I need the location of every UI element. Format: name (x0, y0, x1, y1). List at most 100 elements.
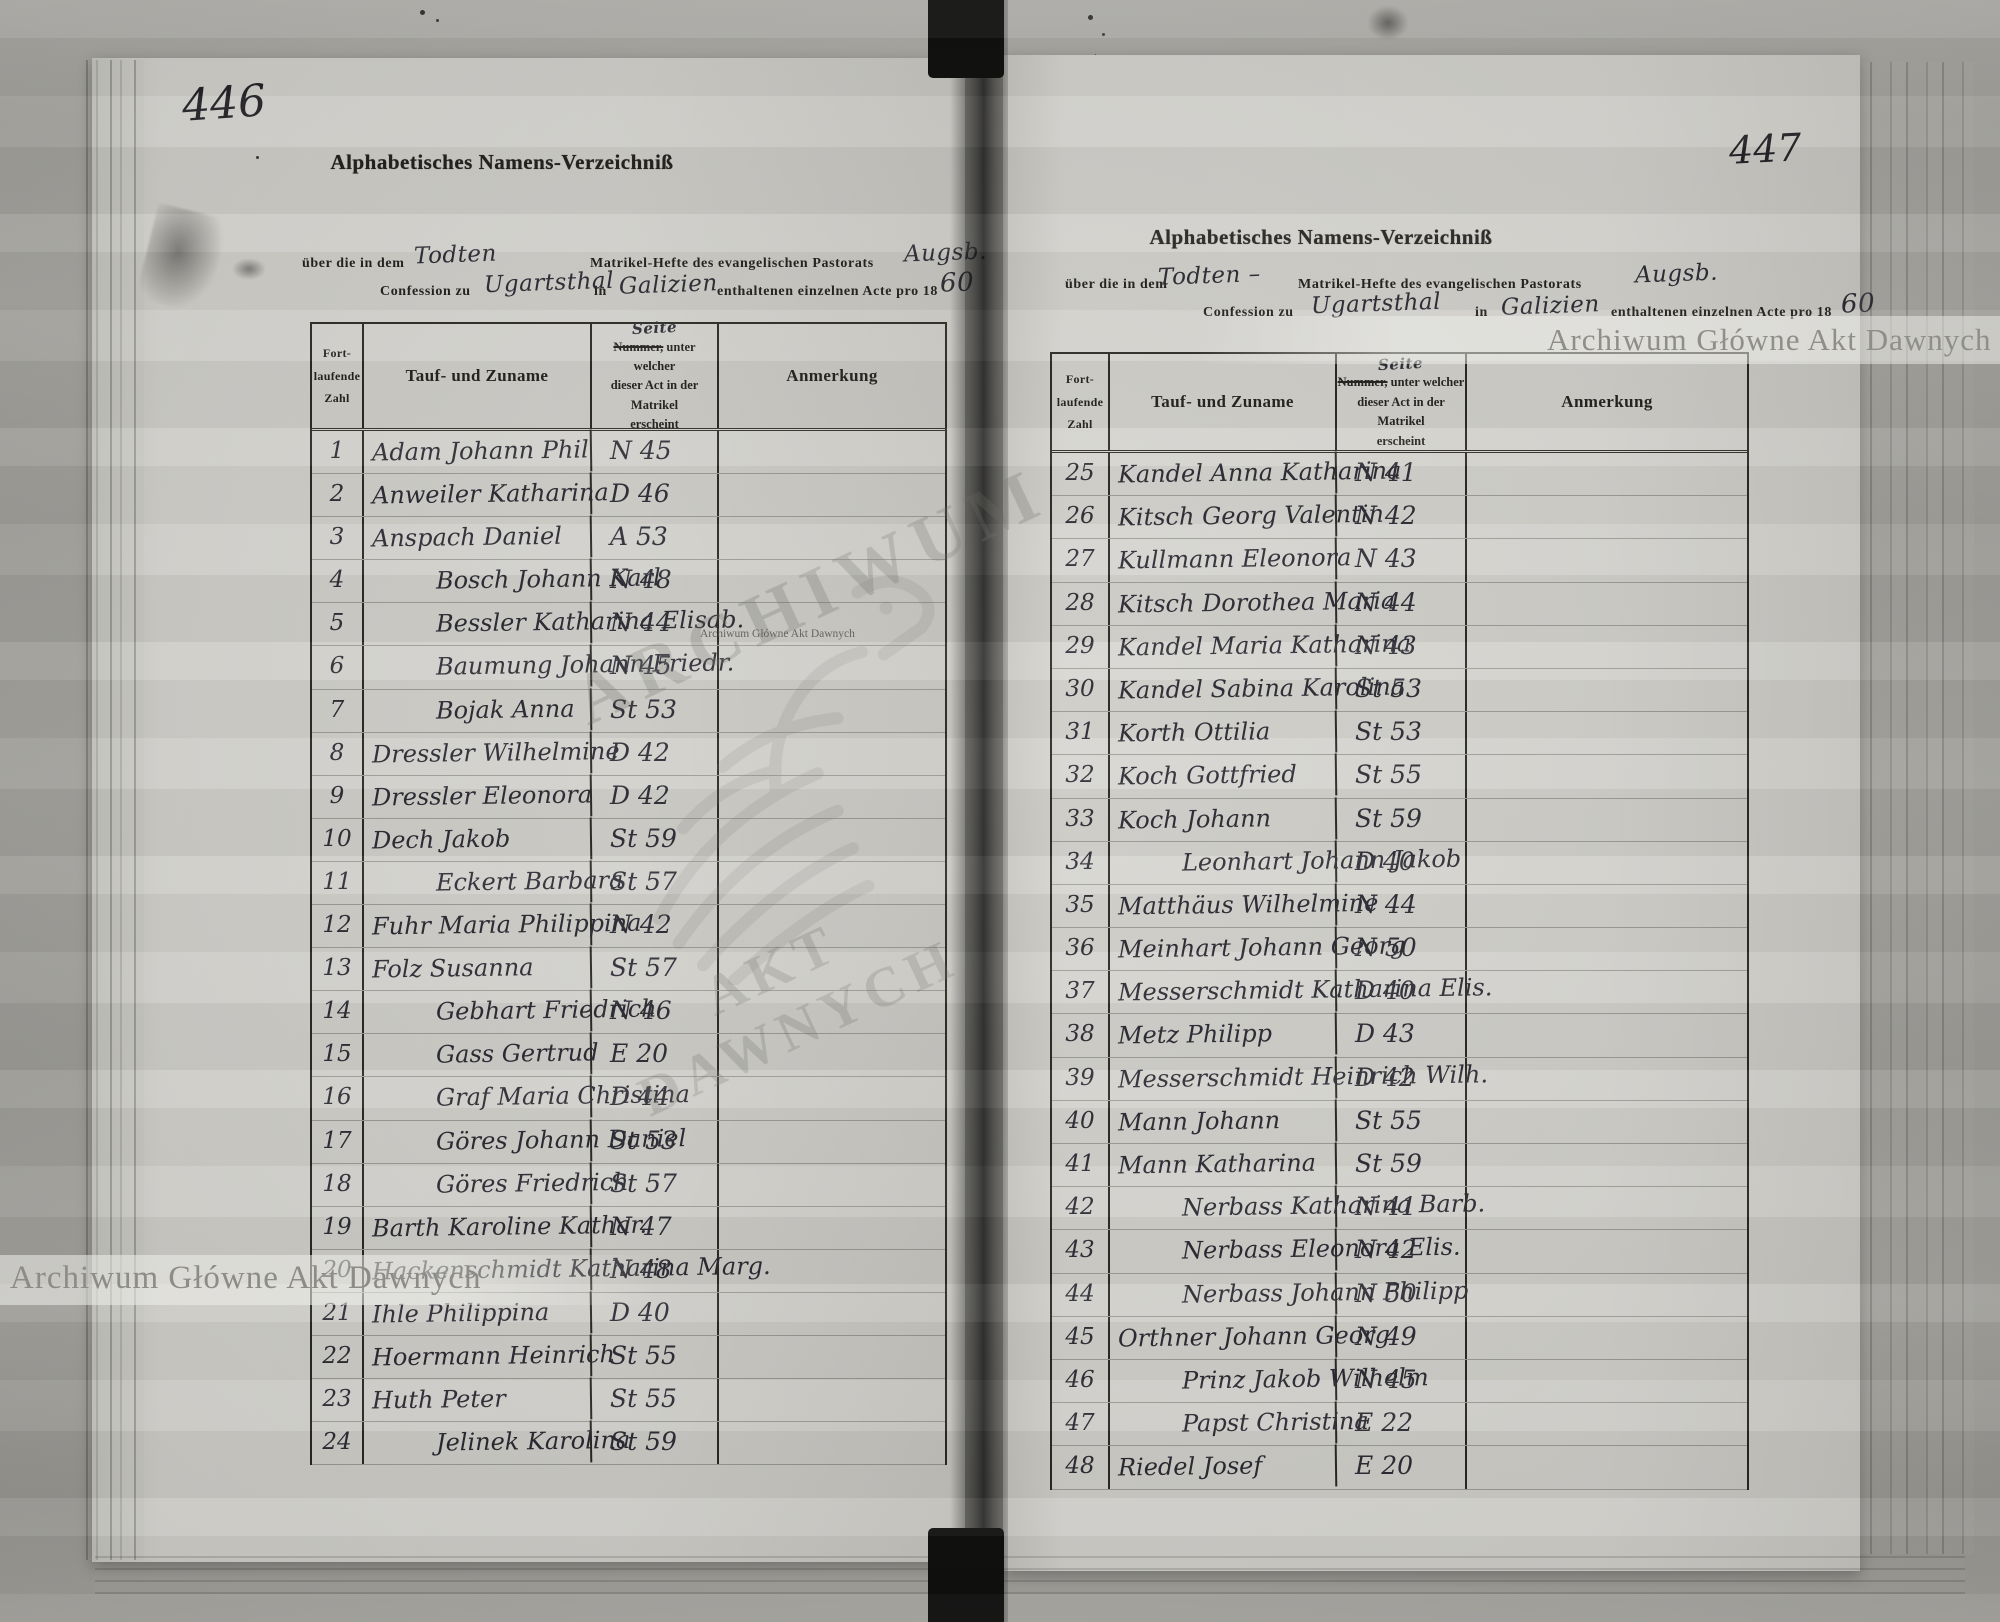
row-remark (1467, 712, 1747, 754)
row-ref: D 42 (592, 732, 719, 775)
row-remark (719, 1077, 945, 1119)
row-remark (719, 1422, 945, 1464)
row-number: 43 (1052, 1230, 1110, 1273)
table-row: 27 Kullmann Eleonora N 43 (1052, 537, 1747, 584)
row-number: 18 (312, 1163, 364, 1206)
row-number: 42 (1052, 1187, 1110, 1230)
row-remark (1467, 928, 1747, 970)
row-name: Hackenschmidt Katharina Marg. (363, 1248, 771, 1294)
col-header-matrikel-ref: Seite Nummer, unter welcher dieser Act i… (592, 318, 719, 431)
row-remark (719, 819, 945, 861)
col-header-line: Zahl (324, 391, 350, 406)
row-name: Göres Johann Daniel (363, 1118, 686, 1165)
row-number: 22 (312, 1335, 364, 1379)
row-ref: N 44 (1337, 884, 1467, 928)
row-ref: N 48 (592, 1249, 719, 1292)
subtitle-confession: Confession zu (1203, 305, 1294, 320)
row-ref: St 55 (1337, 1100, 1467, 1143)
table-row: 34 Leonhart Johann Jakob D 40 (1052, 840, 1747, 886)
row-ref: St 57 (592, 1163, 719, 1206)
col-header-ref-line1: Nummer, unter welcher (1338, 373, 1465, 392)
col-header-line: Zahl (1067, 417, 1093, 432)
row-remark (719, 776, 945, 818)
row-number: 40 (1052, 1100, 1110, 1143)
table-row: 3 Anspach Daniel A 53 (312, 515, 945, 561)
table-row: 39 Messerschmidt Heinrich Wilh. D 42 (1052, 1056, 1747, 1102)
row-number: 9 (312, 775, 364, 818)
table-row: 32 Koch Gottfried St 55 (1052, 753, 1747, 800)
book-edge-bottom (95, 1556, 1965, 1598)
col-header-line: Fort- (1065, 371, 1095, 386)
row-ref: D 42 (592, 775, 719, 818)
table-body: 1 Adam Johann Phil N 45 2 Anweiler Katharina… (312, 429, 945, 1466)
table-row: 21 Ihle Philippina D 40 (312, 1291, 945, 1337)
row-ref: St 53 (592, 689, 719, 732)
table-row: 8 Dressler Wilhelmine D 42 (312, 731, 945, 777)
row-remark (719, 733, 945, 775)
subtitle-mid: Matrikel-Hefte des evangelischen Pastora… (590, 256, 874, 271)
row-remark (719, 948, 945, 990)
row-name: Dressler Eleonora (363, 774, 593, 820)
row-remark (719, 991, 945, 1033)
binding-strip-top (928, 0, 1004, 78)
table-row: 42 Nerbass Katharina Barb. N 41 (1052, 1185, 1747, 1231)
row-name: Kitsch Dorothea Maria (1109, 580, 1395, 627)
row-ref: E 20 (592, 1034, 719, 1077)
col-header-ref-line1: Nummer, unter welcher (592, 338, 717, 377)
table-row: 25 Kandel Anna Katharina N 41 (1052, 451, 1747, 497)
book-edge-left (86, 60, 144, 1560)
table-row: 7 Bojak Anna St 53 (312, 687, 945, 734)
row-ref: N 50 (1337, 928, 1467, 971)
row-name: Bojak Anna (363, 687, 593, 734)
table-row: 18 Göres Friedrich St 57 (312, 1162, 945, 1208)
seite-handwritten: Seite (631, 318, 678, 339)
row-remark (719, 603, 945, 645)
row-name: Nerbass Katharina Barb. (1109, 1185, 1485, 1231)
col-header-line: Fort- (322, 345, 352, 360)
table-header-row: Fort- laufende Zahl Tauf- und Zuname Sei… (1052, 354, 1747, 453)
region-handwritten: Galizien (1500, 291, 1601, 321)
subtitle-post: enthaltenen einzelnen Acte pro 18 (1611, 305, 1832, 320)
row-remark (1467, 799, 1747, 841)
table-row: 48 Riedel Josef E 20 (1052, 1444, 1747, 1491)
row-number: 45 (1052, 1316, 1110, 1359)
col-header-anmerkung-label: Anmerkung (786, 366, 878, 385)
row-ref: D 40 (1337, 971, 1467, 1014)
table-row: 5 Bessler Katharina Elisab. N 44 (312, 601, 945, 648)
row-remark (1467, 1274, 1747, 1316)
table-row: 43 Nerbass Eleonora Elis. N 42 (1052, 1228, 1747, 1275)
subtitle-in: in (1475, 305, 1488, 320)
row-name: Anspach Daniel (363, 515, 593, 561)
row-ref: D 46 (592, 474, 719, 517)
register-type-handwritten: Todten (413, 240, 498, 270)
row-remark (719, 1121, 945, 1163)
table-row: 31 Korth Ottilia St 53 (1052, 710, 1747, 756)
struck-nummer: Nummer, (1337, 375, 1388, 390)
row-name: Nerbass Eleonora Elis. (1109, 1228, 1461, 1275)
binding-strip-bottom (928, 1528, 1004, 1622)
row-name: Hoermann Heinrich (363, 1334, 615, 1380)
row-name: Bosch Johann Karl (363, 558, 661, 604)
table-row: 11 Eckert Barbara St 57 (312, 860, 945, 906)
row-number: 15 (312, 1034, 364, 1077)
row-ref: E 20 (1337, 1446, 1467, 1489)
row-remark (719, 517, 945, 559)
row-name: Messerschmidt Katharina Elis. (1109, 969, 1493, 1016)
row-ref: St 55 (1337, 755, 1467, 798)
row-ref: N 41 (1337, 453, 1467, 496)
table-row: 20 Hackenschmidt Katharina Marg. N 48 (312, 1248, 945, 1294)
row-remark (719, 1379, 945, 1421)
table-row: 19 Barth Karoline Kathar. N 47 (312, 1205, 945, 1251)
table-row: 15 Gass Gertrud E 20 (312, 1032, 945, 1078)
row-name: Papst Christina (1109, 1401, 1369, 1447)
row-name: Göres Friedrich (363, 1162, 629, 1208)
row-number: 1 (312, 431, 364, 474)
row-name: Prinz Jakob Wilhelm (1109, 1358, 1429, 1404)
table-row: 30 Kandel Sabina Karolina St 53 (1052, 667, 1747, 713)
col-header-name-label: Tauf- und Zuname (405, 366, 549, 385)
table-row: 13 Folz Susanna St 57 (312, 946, 945, 992)
col-header-laufende-zahl: Fort- laufende Zahl (1052, 354, 1110, 450)
col-header-ref-line3: erscheint (630, 417, 679, 432)
page-right: 447 Alphabetisches Namens-Verzeichniß üb… (1003, 55, 1876, 1571)
table-row: 26 Kitsch Georg Valentin N 42 (1052, 494, 1747, 540)
